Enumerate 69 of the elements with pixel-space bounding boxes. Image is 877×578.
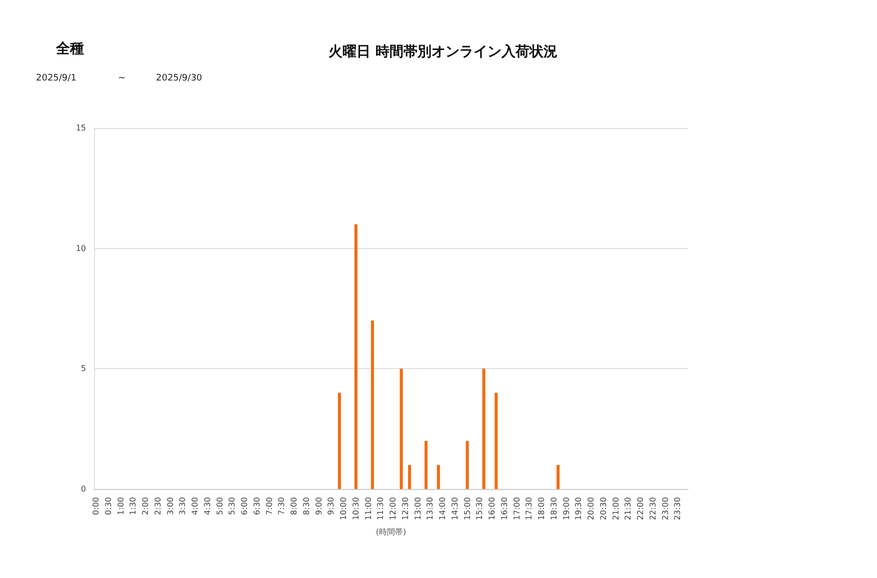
x-tick-label: 16:00 [488,497,497,520]
x-tick-label: 19:30 [574,497,584,520]
x-tick-label: 5:30 [228,497,237,515]
x-tick-label: 2:30 [153,497,162,515]
x-tick-label: 3:30 [178,497,188,515]
bar [338,392,341,489]
bar [424,440,428,489]
x-tick-label: 18:30 [549,497,558,520]
x-tick-label: 2:00 [141,497,150,515]
bar [494,392,498,489]
x-tick-label: 0:30 [104,497,113,515]
x-tick-label: 15:30 [475,497,484,520]
x-tick-label: 14:00 [438,497,448,520]
x-tick-label: 8:30 [302,497,311,515]
x-tick-label: 23:00 [660,497,670,520]
x-tick-label: 18:00 [537,497,546,520]
x-tick-label: 0:00 [92,497,101,515]
x-tick-label: 4:30 [202,497,212,515]
bar [370,320,374,489]
bar [436,464,440,489]
y-tick-label: 5 [80,364,86,374]
x-tick-label: 5:00 [215,497,224,515]
x-tick-label: 7:30 [277,497,286,515]
bar [408,464,412,489]
x-tick-label: 20:00 [586,497,596,520]
bar [400,368,403,489]
x-axis-title: (時間帯) [376,527,406,536]
x-tick-label: 12:00 [388,497,398,520]
x-tick-label: 7:00 [264,497,274,515]
x-tick-label: 22:30 [648,497,658,520]
x-tick-label: 22:00 [636,497,646,520]
x-tick-label: 6:30 [252,497,262,515]
x-tick-label: 10:00 [339,497,348,520]
x-tick-label: 14:30 [450,497,460,520]
x-tick-label: 1:00 [116,497,126,515]
x-tick-label: 8:00 [290,497,299,515]
x-tick-label: 9:30 [326,497,336,515]
chart-subtitle: 全種 [55,41,84,57]
x-tick-label: 10:30 [351,497,360,520]
x-tick-label: 3:00 [166,497,175,515]
x-tick-label: 19:00 [562,497,571,520]
bar [482,368,486,489]
bar [354,224,358,489]
chart-title: 火曜日 時間帯別オンライン入荷状況 [328,44,558,60]
x-tick-label: 11:00 [364,497,373,520]
y-tick-label: 0 [80,484,86,494]
x-tick-label: 6:00 [240,497,250,515]
x-tick-label: 17:30 [524,497,534,520]
y-tick-label: 10 [76,244,86,253]
x-tick-label: 17:00 [512,497,522,520]
x-tick-label: 15:00 [462,497,472,520]
text: ~ [118,74,126,84]
x-tick-label: 4:00 [190,497,200,515]
x-tick-label: 1:30 [128,497,138,515]
x-tick-label: 21:30 [624,497,633,520]
x-tick-label: 12:30 [400,497,410,520]
x-tick-label: 11:30 [376,497,386,520]
text: 2025/9/30 [156,74,202,84]
bar [466,440,469,489]
x-tick-label: 9:00 [314,497,324,515]
text: 2025/9/1 [36,74,76,84]
x-tick-label: 21:00 [611,497,620,520]
x-tick-label: 13:30 [426,497,435,520]
bar [556,464,560,489]
x-tick-label: 20:30 [598,497,608,520]
x-tick-label: 13:00 [413,497,422,520]
y-tick-label: 15 [76,124,86,132]
x-tick-label: 16:30 [500,497,509,520]
x-tick-label: 23:30 [673,497,682,520]
